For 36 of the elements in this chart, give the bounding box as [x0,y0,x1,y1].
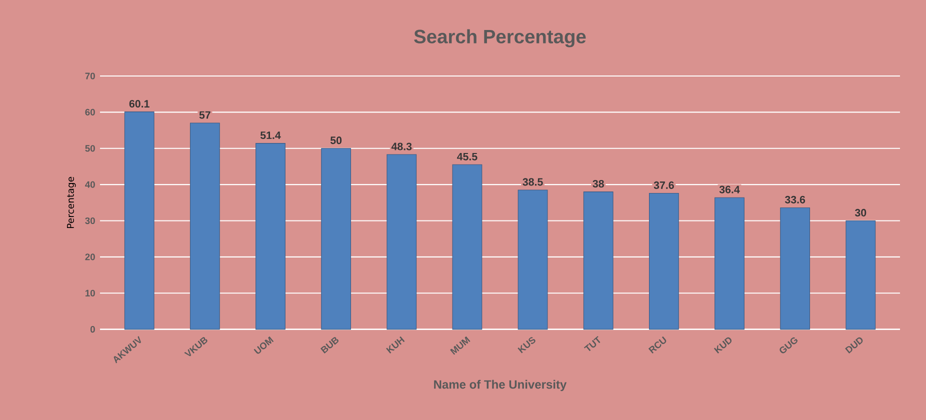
bar [648,192,679,330]
data-label: 37.6 [654,181,674,189]
y-tick-label: 40 [85,181,95,188]
bar [518,190,548,330]
y-axis-title: Percentage [67,176,76,228]
data-label: 38 [592,180,604,188]
bar [452,164,482,330]
data-label: 30 [854,208,866,216]
data-label: 51.4 [260,132,281,140]
data-label: 48.3 [391,142,412,150]
data-label: 33.6 [784,196,806,204]
data-label: 57 [199,111,210,119]
bar [846,220,876,330]
bar [256,143,286,330]
y-tick-label: 0 [90,326,95,333]
bar [190,122,220,330]
y-tick-label: 30 [85,217,95,224]
bar [124,112,154,330]
bar [386,154,417,330]
bar [321,148,352,330]
data-label: 50 [330,136,342,144]
data-label: 38.5 [522,178,543,186]
y-tick-label: 70 [85,72,95,80]
chart-title: Search Percentage [414,29,586,48]
y-tick-label: 50 [85,145,95,152]
y-tick-label: 10 [86,290,95,296]
bar [780,207,810,330]
x-tick-label: TUT [584,336,600,352]
y-tick-label: 60 [85,108,95,116]
data-label: 60.1 [129,100,150,108]
y-tick-label: 20 [85,254,95,260]
data-label: 36.4 [719,186,740,194]
data-label: 45.5 [457,152,478,160]
bar [714,197,744,330]
x-axis-title: Name of The University [434,380,567,392]
bar [583,192,614,330]
